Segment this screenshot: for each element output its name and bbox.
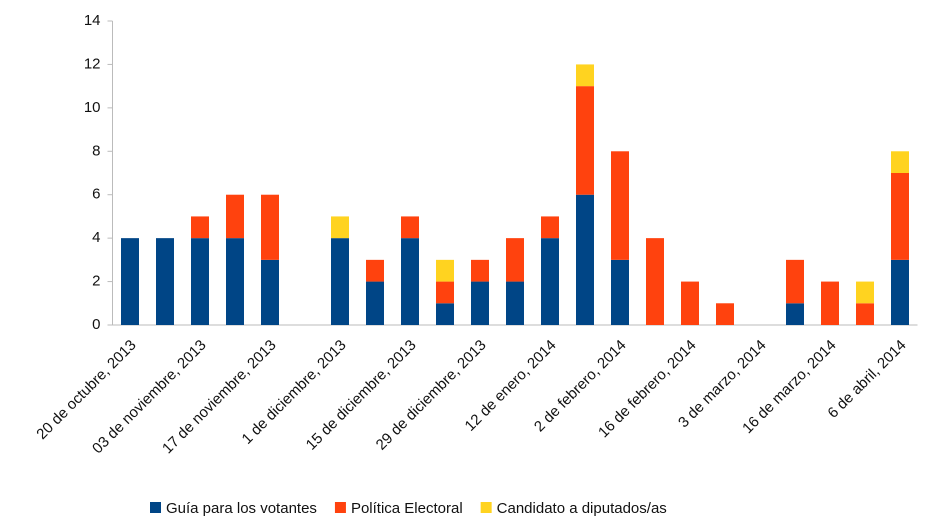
- bar-segment: [891, 259, 909, 325]
- y-tick-label: 12: [84, 55, 101, 72]
- bar-segment: [331, 238, 349, 325]
- bar-segment: [156, 238, 174, 325]
- legend-label: Guía para los votantes: [166, 500, 317, 517]
- bar-segment: [856, 281, 874, 304]
- bar-segment: [366, 259, 384, 282]
- bar-segment: [331, 216, 349, 239]
- bar-segment: [681, 281, 699, 325]
- y-tick-label: 2: [92, 273, 100, 290]
- bar-segment: [226, 194, 244, 239]
- bar-segment: [436, 303, 454, 325]
- y-tick-label: 4: [92, 229, 100, 246]
- y-tick-label: 14: [84, 12, 101, 29]
- legend-swatch: [480, 502, 492, 513]
- bar-segment: [856, 303, 874, 325]
- x-tick-label: 03 de noviembre, 2013: [89, 337, 210, 458]
- bar-segment: [366, 281, 384, 325]
- bar-segment: [576, 86, 594, 195]
- bar-segment: [891, 151, 909, 173]
- bar-segment: [611, 151, 629, 260]
- bar-segment: [716, 303, 734, 325]
- bar-segment: [436, 259, 454, 282]
- bar-segment: [471, 281, 489, 325]
- bar-segment: [821, 281, 839, 325]
- bar-segment: [786, 259, 804, 304]
- legend-swatch: [334, 502, 346, 513]
- bar-segment: [786, 303, 804, 325]
- bar-segment: [191, 238, 209, 325]
- y-tick-label: 6: [92, 186, 100, 203]
- bar-segment: [401, 216, 419, 239]
- bar-segment: [611, 259, 629, 325]
- bar-segment: [261, 194, 279, 260]
- bar-segment: [646, 238, 664, 325]
- bar-segment: [261, 259, 279, 325]
- bar-segment: [401, 238, 419, 325]
- legend-swatch: [150, 502, 161, 513]
- bar-segment: [191, 216, 209, 239]
- bar-segment: [891, 173, 909, 260]
- bar-segment: [471, 259, 489, 282]
- bar-segment: [576, 64, 594, 87]
- x-tick-label: 17 de noviembre, 2013: [159, 337, 280, 458]
- bar-segment: [541, 238, 559, 325]
- bar-segment: [436, 281, 454, 304]
- bar-segment: [576, 194, 594, 325]
- bar-segment: [226, 238, 244, 325]
- bar-segment: [121, 238, 139, 325]
- y-tick-label: 0: [92, 316, 100, 333]
- bar-segment: [541, 216, 559, 239]
- bar-segment: [506, 238, 524, 282]
- y-tick-label: 10: [84, 99, 101, 116]
- legend-label: Candidato a diputados/as: [497, 500, 667, 517]
- y-tick-label: 8: [92, 142, 100, 159]
- bar-segment: [506, 281, 524, 325]
- legend-label: Política Electoral: [351, 500, 463, 517]
